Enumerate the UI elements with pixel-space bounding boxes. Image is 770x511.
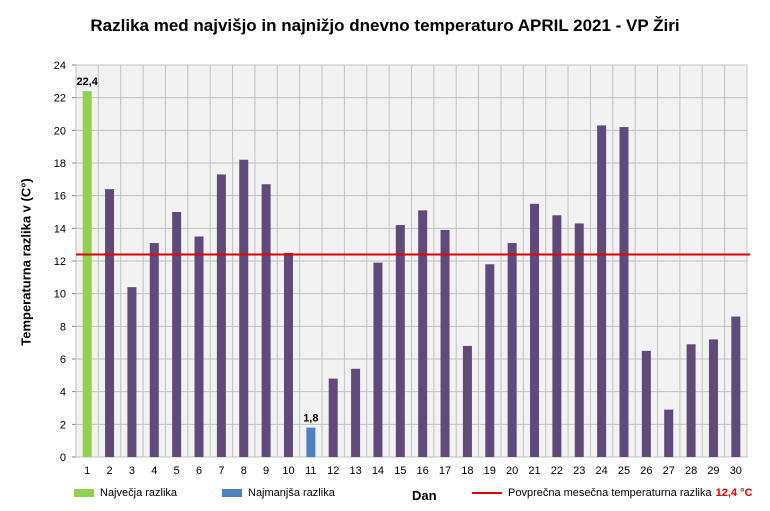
x-tick-label: 21 — [528, 465, 540, 477]
max-data-label: 22,4 — [76, 76, 98, 88]
x-tick-label: 17 — [439, 465, 451, 477]
legend-max-label: Največja razlika — [100, 487, 178, 499]
x-tick-label: 11 — [305, 465, 316, 477]
legend-average-value: 12,4 °C — [715, 487, 753, 499]
x-tick-label: 4 — [151, 465, 157, 477]
x-tick-label: 13 — [349, 465, 361, 477]
bar — [105, 189, 115, 457]
x-tick-label: 20 — [506, 465, 518, 477]
bar — [462, 345, 472, 457]
x-tick-label: 24 — [595, 465, 607, 477]
x-axis-label: Dan — [412, 488, 437, 503]
bar — [395, 225, 405, 457]
legend-average-swatch — [472, 492, 502, 494]
legend-max: Največja razlika — [74, 487, 177, 499]
x-tick-label: 9 — [263, 465, 269, 477]
x-tick-label: 27 — [663, 465, 675, 477]
legend-min-label: Najmanjša razlika — [248, 487, 335, 499]
y-tick-label: 10 — [54, 289, 66, 301]
bar — [708, 339, 718, 457]
bar — [373, 262, 383, 457]
bar — [507, 243, 517, 457]
x-tick-label: 19 — [484, 465, 496, 477]
bar — [686, 344, 696, 457]
x-tick-label: 12 — [327, 465, 339, 477]
x-tick-label: 3 — [129, 465, 135, 477]
x-tick-label: 5 — [174, 465, 180, 477]
x-tick-label: 23 — [573, 465, 585, 477]
bar — [552, 215, 562, 457]
x-tick-label: 30 — [730, 465, 742, 477]
legend-min: Najmanjša razlika — [222, 487, 335, 499]
x-tick-label: 18 — [461, 465, 473, 477]
legend-average-label: Povprečna mesečna temperaturna razlika — [508, 487, 712, 499]
bar — [261, 184, 271, 457]
bar — [597, 125, 607, 457]
x-tick-label: 29 — [707, 465, 719, 477]
y-tick-label: 8 — [60, 321, 66, 333]
x-tick-label: 6 — [196, 465, 202, 477]
bar — [351, 368, 361, 457]
x-tick-label: 28 — [685, 465, 697, 477]
x-tick-label: 10 — [282, 465, 294, 477]
legend-max-swatch — [74, 489, 94, 497]
x-tick-label: 15 — [394, 465, 406, 477]
y-tick-label: 16 — [54, 191, 66, 203]
y-tick-label: 24 — [54, 60, 66, 72]
bar — [306, 427, 316, 457]
bar — [283, 252, 293, 457]
bar — [418, 210, 428, 457]
x-tick-label: 7 — [218, 465, 224, 477]
x-tick-label: 25 — [618, 465, 630, 477]
bar — [485, 264, 495, 457]
x-tick-label: 26 — [640, 465, 652, 477]
y-tick-label: 22 — [54, 93, 66, 105]
x-tick-label: 14 — [372, 465, 384, 477]
y-tick-label: 18 — [54, 158, 66, 170]
x-tick-label: 2 — [106, 465, 112, 477]
bar — [127, 287, 137, 457]
min-data-label: 1,8 — [303, 413, 318, 425]
bar — [216, 174, 226, 457]
y-tick-label: 2 — [60, 419, 66, 431]
y-tick-label: 6 — [60, 354, 66, 366]
y-tick-label: 12 — [54, 256, 66, 268]
bar — [619, 127, 629, 458]
bar — [530, 203, 540, 457]
x-tick-label: 22 — [551, 465, 563, 477]
bar — [149, 243, 159, 457]
y-tick-label: 20 — [54, 125, 66, 137]
legend-min-swatch — [222, 489, 242, 497]
bar — [82, 91, 92, 457]
x-tick-label: 16 — [417, 465, 429, 477]
legend-average: Povprečna mesečna temperaturna razlika 1… — [472, 487, 752, 499]
x-tick-label: 1 — [84, 465, 90, 477]
bar — [172, 212, 182, 457]
y-tick-label: 4 — [60, 387, 66, 399]
bar — [239, 159, 249, 457]
chart-title: Razlika med najvišjo in najnižjo dnevno … — [90, 16, 680, 35]
bar — [574, 223, 584, 457]
bar — [194, 236, 204, 457]
bar — [641, 350, 651, 457]
bar — [731, 316, 741, 457]
bar — [664, 409, 674, 457]
bar — [440, 229, 450, 457]
y-tick-label: 14 — [54, 223, 66, 235]
y-tick-label: 0 — [60, 452, 66, 464]
x-tick-label: 8 — [241, 465, 247, 477]
bar — [328, 378, 338, 457]
